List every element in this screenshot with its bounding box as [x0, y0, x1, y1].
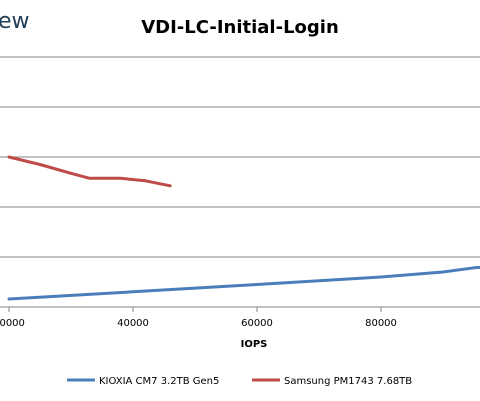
plot-area: [7, 155, 480, 301]
x-axis-label: IOPS: [241, 339, 268, 350]
legend-label: KIOXIA CM7 3.2TB Gen5: [99, 376, 219, 387]
series-line-1: [7, 155, 172, 188]
x-tick-label: 80000: [365, 318, 397, 329]
x-tick-label: 60000: [241, 318, 273, 329]
chart-title: VDI-LC-Initial-Login: [141, 17, 339, 38]
series-line-0: [7, 265, 480, 301]
x-tick-label: 20000: [0, 318, 25, 329]
x-tick-label: 40000: [117, 318, 149, 329]
legend-label: Samsung PM1743 7.68TB: [284, 376, 412, 387]
legend: KIOXIA CM7 3.2TB Gen5 Samsung PM1743 7.68…: [67, 376, 412, 387]
gridlines: [0, 56, 480, 308]
x-axis-ticks: 20000 40000 60000 80000: [0, 307, 397, 329]
brand-logo-fragment: ew: [0, 9, 30, 34]
